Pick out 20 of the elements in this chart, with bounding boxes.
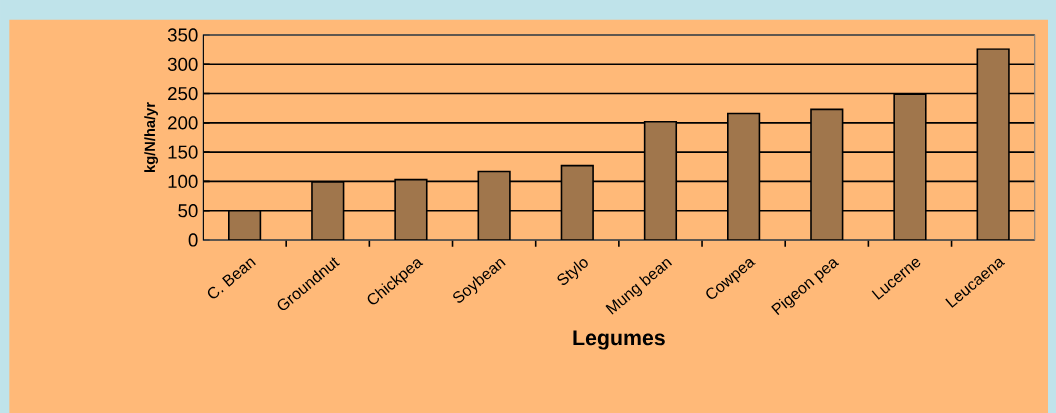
y-tick-label: 100 xyxy=(168,174,198,189)
bar xyxy=(394,178,428,240)
y-tick-label: 50 xyxy=(178,204,198,218)
bar xyxy=(976,48,1010,240)
y-tick-label: 200 xyxy=(168,116,198,130)
y-axis-title: kg/N/ha/yr xyxy=(144,102,159,172)
y-tick-label: 250 xyxy=(168,86,198,101)
bar xyxy=(893,93,927,240)
y-tick-label: 350 xyxy=(167,28,198,42)
y-tick-label: 150 xyxy=(168,145,198,159)
bar xyxy=(810,108,844,240)
x-axis-title: Legumes xyxy=(573,330,665,350)
bar xyxy=(560,164,594,240)
y-tick-label: 300 xyxy=(167,57,198,71)
bar xyxy=(643,120,678,240)
y-tick-label: 0 xyxy=(188,233,198,247)
x-tick-label: Stylo xyxy=(557,259,588,285)
bar xyxy=(311,181,345,240)
bar xyxy=(727,112,761,240)
bar xyxy=(477,170,511,240)
